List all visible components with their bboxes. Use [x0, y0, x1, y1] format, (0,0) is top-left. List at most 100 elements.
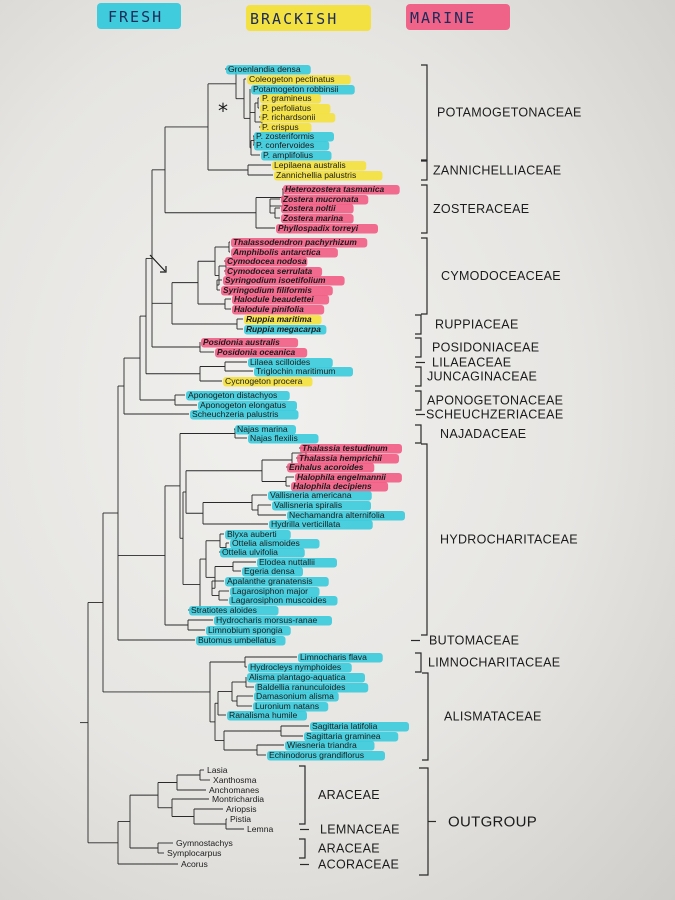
taxon-label: Butomus umbellatus	[198, 635, 276, 645]
habitat-highlight	[255, 683, 369, 693]
habitat-highlight	[248, 358, 333, 368]
habitat-highlight	[281, 204, 354, 214]
family-label: JUNCAGINACEAE	[427, 370, 537, 384]
taxon-label: Cycnogeton procera	[225, 376, 303, 386]
taxon-label: Ruppia maritima	[246, 314, 312, 324]
habitat-highlight	[257, 558, 337, 568]
legend-swatch-marine	[406, 4, 510, 30]
habitat-highlight	[221, 286, 333, 296]
taxon-label: Hydrocharis morsus-ranae	[216, 615, 317, 625]
taxon-label: Amphibolis antarctica	[232, 247, 321, 257]
habitat-highlight	[247, 75, 351, 85]
taxon-label: Zannichellia palustris	[276, 170, 356, 180]
taxon-label: Luronium natans	[255, 701, 319, 711]
taxon-label: Montrichardia	[212, 794, 264, 804]
habitat-highlight	[268, 491, 372, 501]
taxon-label: Posidonia oceanica	[217, 347, 296, 357]
habitat-highlight	[281, 195, 369, 205]
taxon-label: Enhalus acoroides	[289, 462, 364, 472]
legend-label-fresh: FRESH	[108, 8, 163, 26]
habitat-highlight	[254, 367, 353, 377]
habitat-highlight	[267, 751, 385, 761]
habitat-highlight	[261, 151, 332, 161]
arrow-icon	[149, 254, 166, 272]
habitat-highlight	[287, 511, 405, 521]
family-label: POSIDONIACEAE	[432, 341, 539, 355]
habitat-highlight	[260, 113, 336, 123]
taxon-label: Ariopsis	[226, 804, 257, 814]
taxon-label: Lasia	[207, 765, 228, 775]
habitat-highlight	[248, 663, 352, 673]
taxon-label: P. amplifolius	[263, 150, 313, 160]
family-label: ARACEAE	[318, 788, 380, 802]
habitat-highlight	[272, 501, 371, 511]
taxon-label: Ruppia megacarpa	[246, 324, 321, 334]
habitat-highlight	[251, 85, 355, 95]
family-bracket	[299, 765, 306, 825]
taxon-label: Zostera noltii	[282, 203, 336, 213]
taxon-label: P. crispus	[262, 122, 299, 132]
taxon-label: Potamogeton robbinsii	[253, 84, 339, 94]
taxon-label: Lagarosiphon muscoides	[231, 595, 327, 605]
taxon-label: Triglochin maritimum	[256, 366, 335, 376]
habitat-highlight	[225, 257, 308, 267]
taxon-label: Thalassodendron pachyrhizum	[233, 237, 357, 247]
family-bracket	[421, 64, 428, 161]
taxon-label: Egeria densa	[244, 566, 295, 576]
taxon-label: Thalassia testudinum	[302, 443, 388, 453]
family-label: LIMNOCHARITACEAE	[428, 656, 560, 670]
habitat-highlight	[276, 224, 378, 234]
taxon-label: Sagittaria latifolia	[312, 721, 378, 731]
taxon-label: P. richardsonii	[262, 112, 315, 122]
habitat-highlight	[232, 305, 325, 315]
taxon-label: Hydrocleys nymphoides	[250, 662, 341, 672]
taxon-label: Pistia	[230, 814, 251, 824]
habitat-highlight	[231, 238, 368, 248]
taxon-label: Xanthosma	[213, 775, 257, 785]
family-bracket	[421, 443, 428, 636]
habitat-highlight	[186, 391, 290, 401]
habitat-highlight	[244, 315, 322, 325]
taxon-label: Lepilaena australis	[274, 160, 346, 170]
habitat-highlight	[254, 141, 330, 151]
taxon-label: Limnobium spongia	[208, 625, 283, 635]
family-bracket	[422, 672, 429, 761]
taxon-label: P. perfoliatus	[262, 103, 311, 113]
family-label: ZANNICHELLIACEAE	[433, 164, 561, 178]
habitat-highlight	[285, 741, 375, 751]
taxon-label: Wiesneria triandra	[287, 740, 357, 750]
taxon-label: Lemna	[247, 824, 273, 834]
habitat-highlight	[244, 325, 327, 335]
taxon-label: Apalanthe granatensis	[227, 576, 313, 586]
habitat-highlight	[231, 248, 338, 258]
habitat-highlight	[201, 338, 299, 348]
family-label: POTAMOGETONACEAE	[437, 106, 582, 120]
habitat-highlight	[230, 539, 320, 549]
taxon-label: P. gramineus	[262, 93, 312, 103]
taxon-label: Anchomanes	[209, 785, 259, 795]
taxon-label: Halophila decipiens	[293, 481, 372, 491]
family-bracket	[415, 314, 422, 335]
family-bracket	[299, 838, 306, 859]
family-bracket	[415, 337, 422, 358]
legend-swatch-brackish	[246, 5, 371, 31]
family-bracket	[415, 652, 422, 673]
taxon-label: Aponogeton distachyos	[188, 390, 277, 400]
habitat-highlight	[247, 673, 365, 683]
family-label: LILAEACEAE	[432, 356, 511, 370]
asterisk-mark: *	[218, 99, 228, 123]
taxon-label: Vallisneria americana	[270, 490, 352, 500]
habitat-highlight	[206, 626, 291, 636]
outgroup-label: OUTGROUP	[448, 814, 537, 831]
taxon-label: Halophila engelmannii	[297, 472, 387, 482]
family-label: ALISMATACEAE	[444, 710, 542, 724]
habitat-highlight	[260, 104, 331, 114]
taxon-label: Lagarosiphon major	[232, 586, 308, 596]
family-label: LEMNACEAE	[320, 823, 400, 837]
habitat-highlight	[274, 171, 383, 181]
taxon-label: Ottelia alismoides	[232, 538, 300, 548]
family-label: ARACEAE	[318, 842, 380, 856]
taxon-label: Halodule pinifolia	[234, 304, 304, 314]
taxon-label: Nechamandra alternifolia	[289, 510, 385, 520]
taxon-label: Gymnostachys	[176, 838, 233, 848]
